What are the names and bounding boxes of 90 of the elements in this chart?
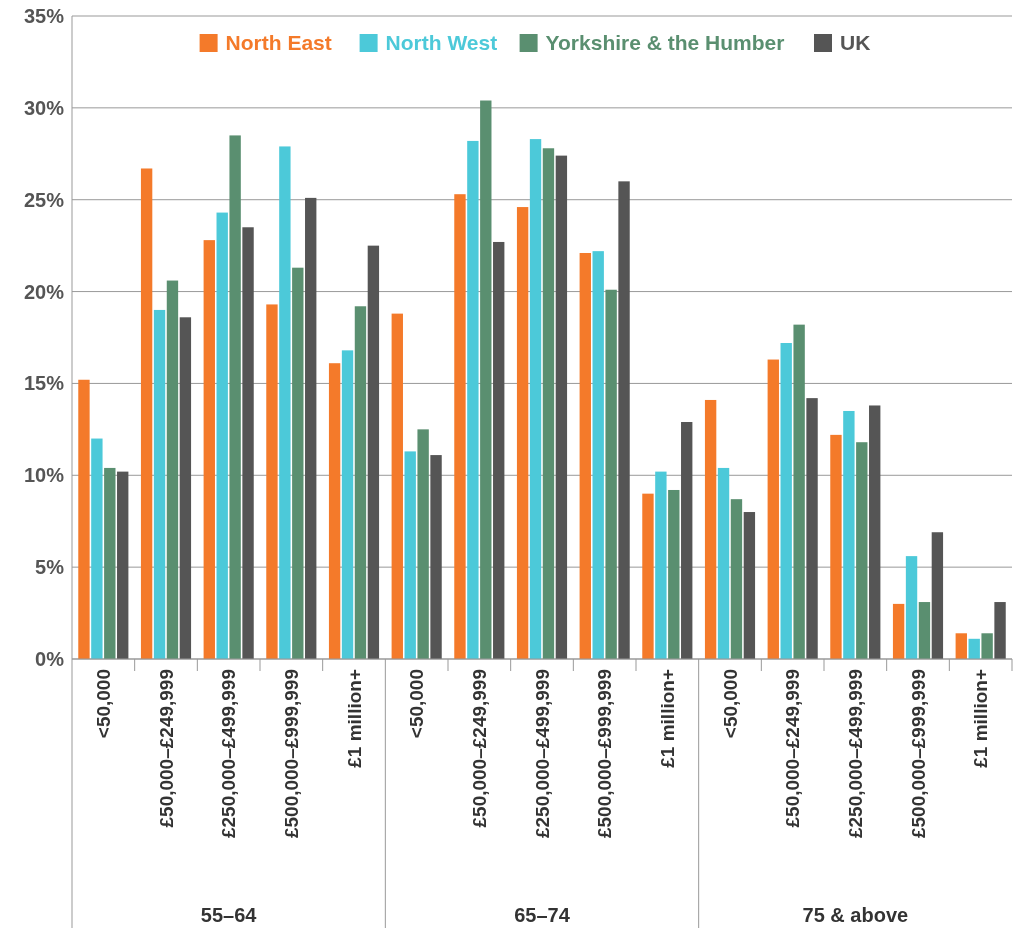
x-tick-label: £1 million+ [343, 669, 365, 768]
bar [91, 438, 103, 659]
bar [480, 100, 492, 659]
bar [292, 267, 304, 659]
y-tick-label: 10% [23, 464, 65, 487]
text: 65–74 [514, 904, 571, 926]
y-tick-label: 0% [35, 648, 65, 670]
bar [668, 489, 680, 659]
bar [555, 155, 568, 659]
bar [367, 245, 380, 659]
bar [793, 324, 805, 659]
bar [391, 313, 403, 659]
bar [467, 140, 479, 659]
bar [266, 304, 278, 659]
x-tick-label: <50,000 [719, 669, 741, 739]
bar [618, 181, 630, 659]
y-tick-label: 20% [23, 280, 65, 303]
y-tick-label: 30% [23, 96, 65, 119]
bar [430, 455, 442, 659]
bar [655, 471, 667, 659]
bar [918, 602, 931, 659]
bar [892, 603, 905, 659]
x-tick-label: £500,000–£999,999 [280, 669, 302, 839]
bar [78, 379, 90, 659]
bar [529, 139, 542, 659]
bar [229, 135, 241, 659]
y-tick-label: 5% [35, 556, 65, 579]
legend-label: North West [385, 31, 498, 55]
bar [592, 251, 604, 659]
bar [905, 556, 918, 659]
bar [493, 241, 505, 659]
bar [454, 194, 466, 659]
legend-label: UK [840, 31, 871, 55]
bar [843, 410, 855, 659]
bar [704, 399, 717, 659]
bar [117, 471, 129, 659]
bar [328, 363, 341, 659]
bar [994, 602, 1006, 659]
legend-label: North East [225, 31, 332, 55]
bar [642, 493, 654, 659]
x-tick-label: £250,000–£499,999 [844, 669, 866, 839]
text: 55–64 [200, 904, 258, 926]
bar [856, 442, 868, 659]
y-tick-label: 25% [23, 188, 65, 211]
bar [717, 467, 730, 659]
bar [579, 252, 591, 659]
bar [981, 633, 993, 659]
bar [968, 638, 980, 659]
x-tick-label: £250,000–£499,999 [531, 669, 553, 839]
bar [681, 422, 693, 659]
bar [179, 317, 192, 659]
x-tick-label: <50,000 [92, 669, 114, 739]
bar [166, 280, 179, 659]
y-tick-label: 35% [23, 5, 65, 27]
bar [955, 633, 967, 659]
x-tick-label: £1 million+ [970, 669, 992, 768]
bar [780, 343, 792, 659]
bar [743, 512, 756, 659]
bar [140, 168, 153, 659]
bar [279, 146, 291, 659]
bar [104, 467, 116, 659]
y-tick-label: 15% [23, 372, 65, 395]
bar [341, 350, 354, 659]
bar [767, 359, 779, 659]
bar [869, 405, 881, 659]
x-tick-label: £250,000–£499,999 [218, 669, 240, 839]
bar [153, 309, 166, 659]
x-tick-label: £500,000–£999,999 [907, 669, 929, 839]
bar [216, 212, 228, 659]
x-tick-label: £50,000–£249,999 [468, 669, 490, 828]
bar [830, 434, 842, 659]
bar [305, 197, 317, 659]
bar [931, 532, 944, 659]
x-tick-label: <50,000 [406, 669, 428, 739]
x-tick-label: £500,000–£999,999 [594, 669, 616, 839]
bar [203, 240, 215, 659]
bar [354, 306, 367, 659]
bar [730, 499, 743, 659]
x-tick-label: £50,000–£249,999 [155, 669, 177, 828]
bar [404, 451, 416, 659]
legend-label: Yorkshire & the Humber [545, 31, 785, 55]
bar [806, 398, 818, 659]
x-tick-label: £1 million+ [656, 669, 678, 768]
x-tick-label: £50,000–£249,999 [782, 669, 804, 828]
bar [242, 227, 254, 659]
bar [605, 289, 617, 659]
bar [417, 429, 429, 659]
bar [542, 148, 555, 659]
bar [516, 207, 529, 659]
text: 75 & above [802, 904, 909, 926]
